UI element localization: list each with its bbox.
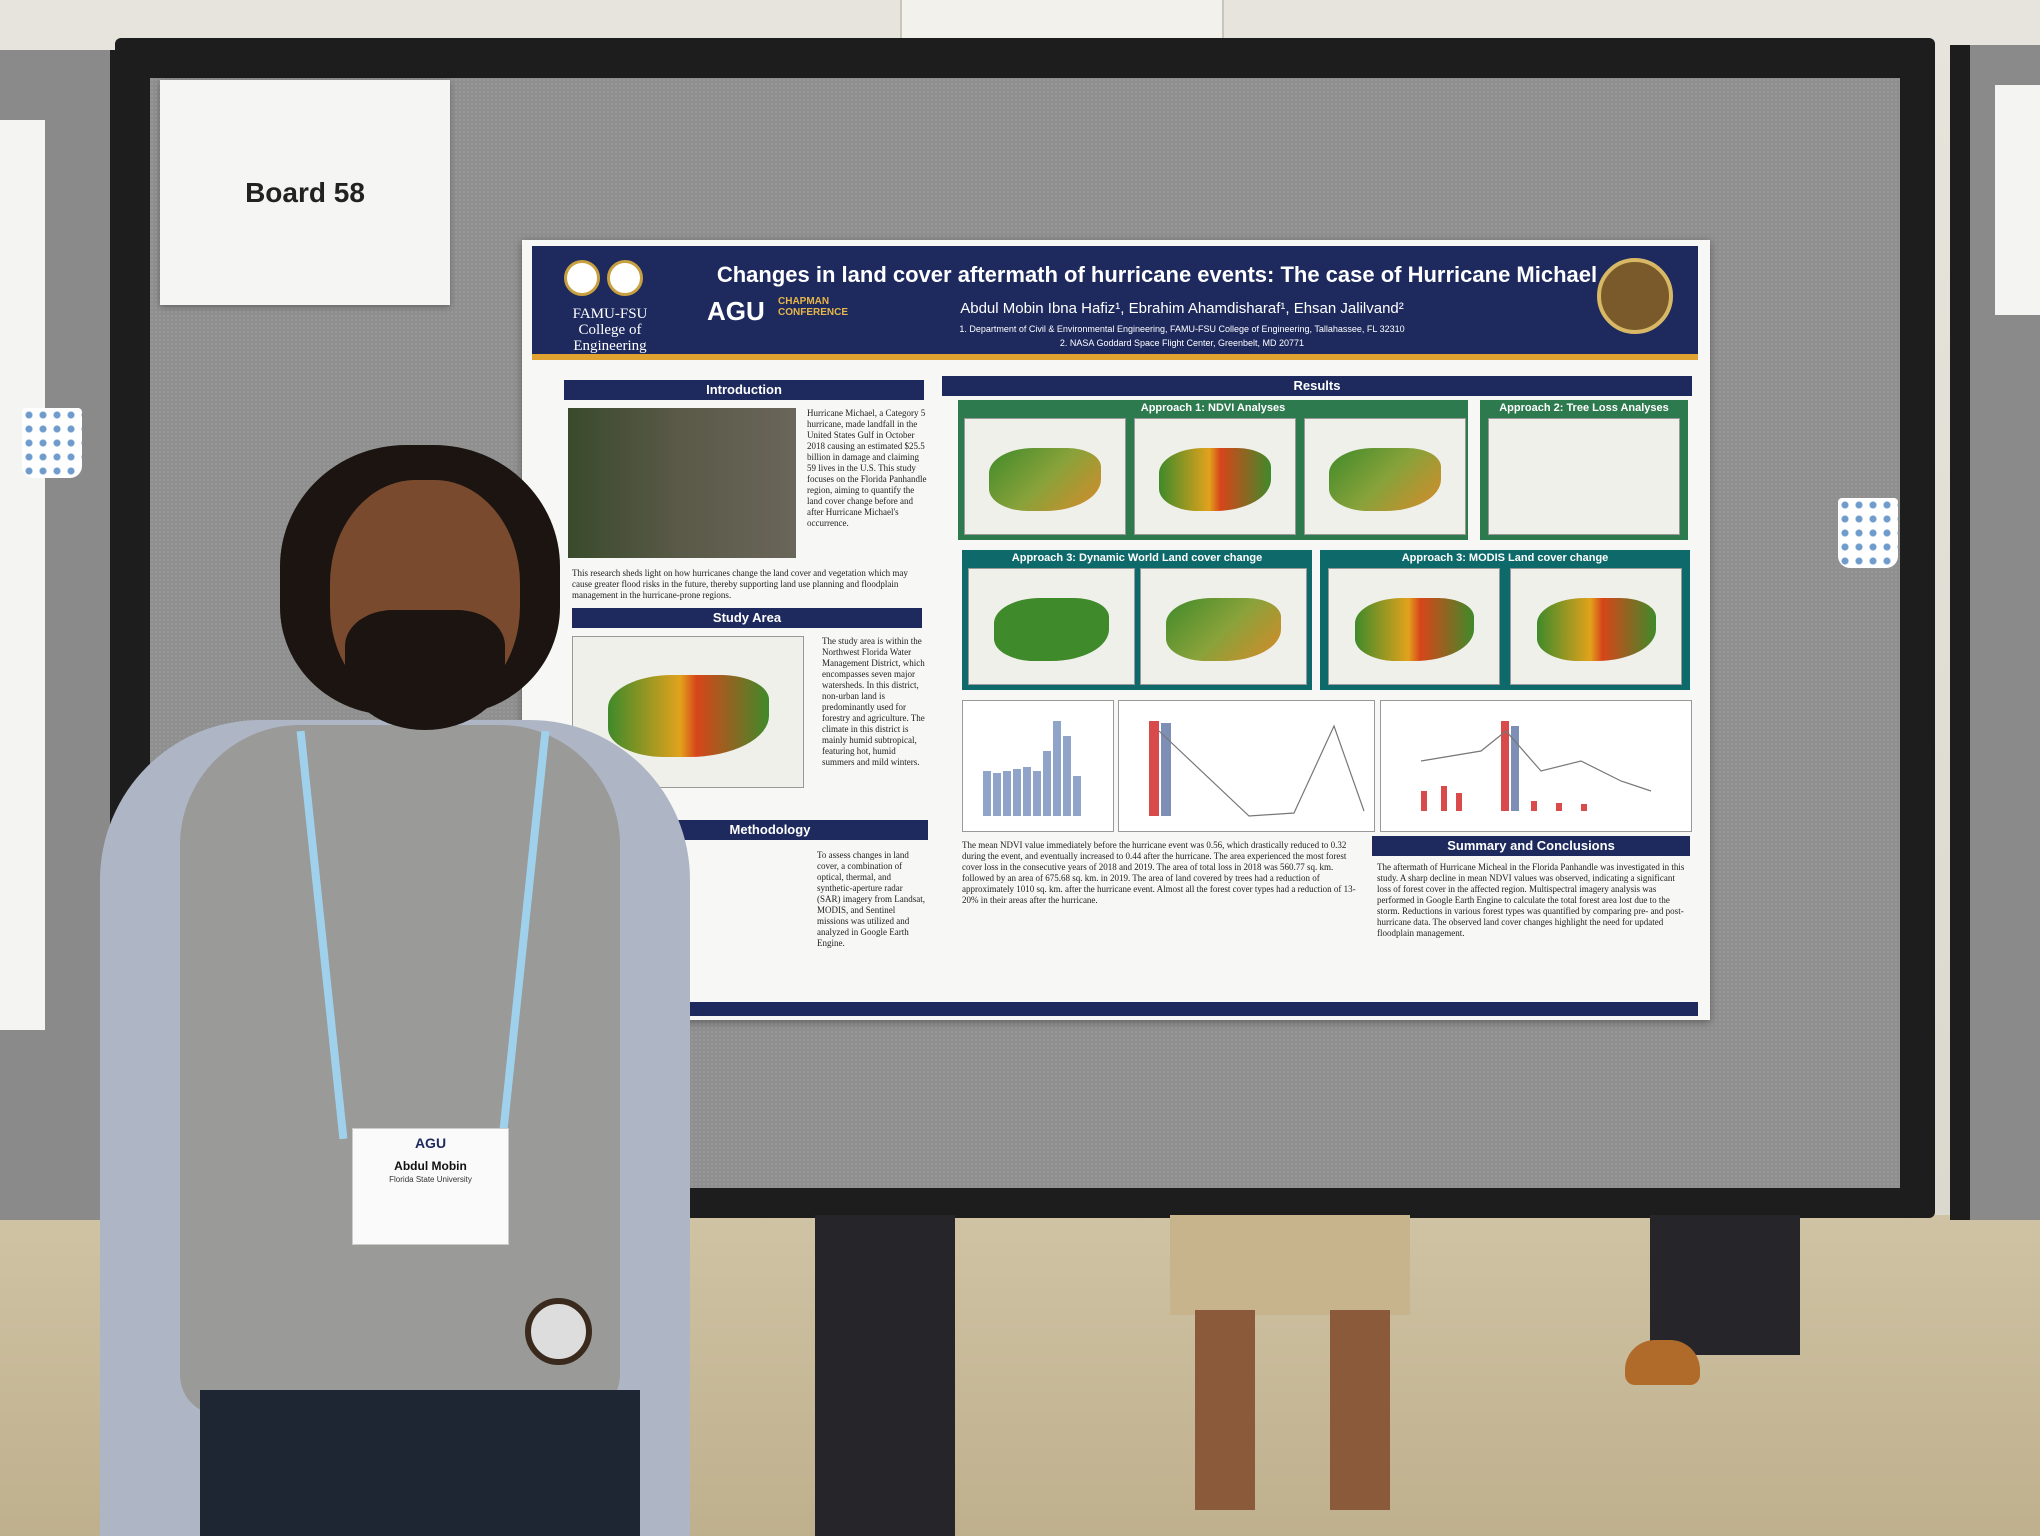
presenter-beard	[345, 610, 505, 730]
study-area-text: The study area is within the Northwest F…	[822, 636, 925, 767]
ndvi-panel: Approach 1: NDVI Analyses	[958, 400, 1468, 540]
before-after-satellite-image	[568, 408, 796, 558]
introduction-text: Hurricane Michael, a Category 5 hurrican…	[807, 408, 927, 528]
affiliation-1: 1. Department of Civil & Environmental E…	[959, 324, 1405, 334]
study-area-region	[607, 674, 769, 757]
background-person-legs	[815, 1215, 955, 1536]
paper-cup-left	[22, 408, 82, 478]
left-neighbor-poster	[0, 120, 45, 1030]
poster-affiliations: 1. Department of Civil & Environmental E…	[832, 322, 1532, 350]
land-cover-change-chart-svg	[1149, 721, 1365, 817]
modis-panel: Approach 3: MODIS Land cover change	[1320, 550, 1690, 690]
land-cover-change-chart	[1118, 700, 1375, 832]
badge-agu-logo: AGU	[414, 1135, 447, 1151]
famu-seal-icon	[564, 260, 600, 296]
poster-header: FAMU-FSU College of Engineering AGU CHAP…	[532, 246, 1698, 360]
right-neighbor-poster	[1995, 85, 2040, 315]
poster-footer	[632, 1002, 1698, 1016]
introduction-header: Introduction	[564, 380, 924, 400]
ndvi-map-during	[1134, 418, 1296, 535]
ndvi-map-after	[1304, 418, 1466, 535]
brown-shoe	[1625, 1340, 1700, 1385]
dynamic-world-map-before	[968, 568, 1135, 685]
paper-cup-right	[1838, 498, 1898, 568]
forest-loss-bar-chart	[962, 700, 1114, 832]
background-person-leg-left	[1195, 1310, 1255, 1510]
badge-name: Abdul Mobin	[394, 1159, 467, 1173]
modis-panel-label: Approach 3: MODIS Land cover change	[1401, 552, 1609, 564]
study-area-header: Study Area	[572, 608, 922, 628]
poster-authors: Abdul Mobin Ibna Hafiz¹, Ebrahim Ahamdis…	[960, 300, 1404, 317]
board-number-sign: Board 58	[160, 80, 450, 305]
forest-loss-bar-chart-svg	[983, 721, 1081, 816]
tree-loss-panel-label: Approach 2: Tree Loss Analyses	[1499, 402, 1669, 414]
methodology-header: Methodology	[612, 820, 928, 840]
modis-map-before	[1328, 568, 1500, 685]
fsu-small-seal-icon	[607, 260, 643, 296]
background-person-trousers	[1650, 1215, 1800, 1355]
methodology-text: To assess changes in land cover, a combi…	[817, 850, 925, 948]
background-person-shorts	[1170, 1215, 1410, 1315]
name-badge: AGU Abdul Mobin Florida State University	[352, 1128, 509, 1245]
tree-loss-panel: Approach 2: Tree Loss Analyses	[1480, 400, 1688, 540]
agu-logo: AGU	[707, 296, 765, 326]
poster-title: Changes in land cover aftermath of hurri…	[716, 262, 1598, 287]
chapman-conference-logo: CHAPMAN CONFERENCE	[778, 296, 849, 318]
dynamic-world-map-after	[1140, 568, 1307, 685]
background-person-leg-right	[1330, 1310, 1390, 1510]
summary-text: The aftermath of Hurricane Micheal in th…	[1377, 862, 1685, 938]
ndvi-panel-label: Approach 1: NDVI Analyses	[1140, 402, 1286, 414]
forest-type-change-chart	[1380, 700, 1692, 832]
ndvi-map-before	[964, 418, 1126, 535]
research-poster: FAMU-FSU College of Engineering AGU CHAP…	[522, 240, 1710, 1020]
dynamic-world-panel: Approach 3: Dynamic World Land cover cha…	[962, 550, 1312, 690]
dynamic-world-panel-label: Approach 3: Dynamic World Land cover cha…	[1011, 552, 1263, 564]
board-number-label: Board 58	[245, 176, 365, 208]
results-header: Results	[942, 376, 1692, 396]
affiliation-2: 2. NASA Goddard Space Flight Center, Gre…	[1059, 338, 1305, 348]
presenter-pants	[200, 1390, 640, 1536]
fsu-seal-icon	[1597, 258, 1673, 334]
badge-university: Florida State University	[389, 1175, 472, 1184]
wristwatch-icon	[525, 1298, 592, 1365]
summary-header: Summary and Conclusions	[1372, 836, 1690, 856]
introduction-bullet: This research sheds light on how hurrica…	[572, 568, 908, 600]
tree-loss-map	[1488, 418, 1680, 535]
forest-type-change-chart-svg	[1420, 721, 1652, 811]
results-text: The mean NDVI value immediately before t…	[962, 840, 1356, 905]
college-logo-text: FAMU-FSU College of Engineering	[572, 306, 648, 354]
modis-map-after	[1510, 568, 1682, 685]
